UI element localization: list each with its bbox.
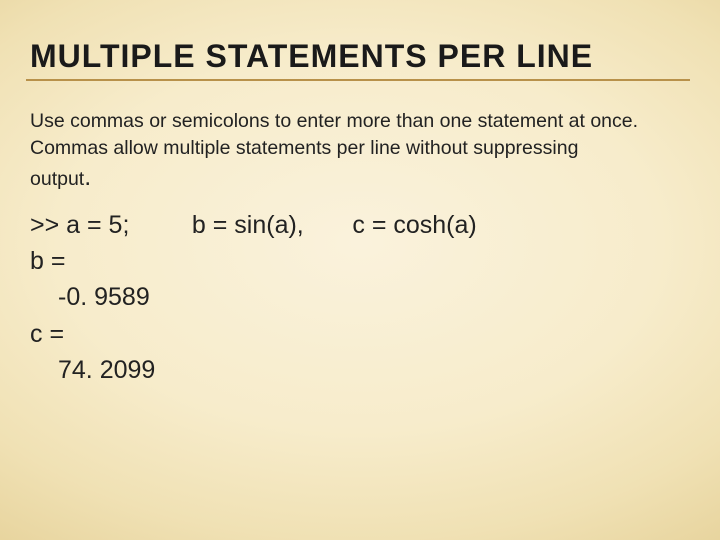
code-line-5: 74. 2099 (30, 352, 690, 388)
code-line-3: -0. 9589 (30, 279, 690, 315)
body-paragraph-2a: Commas allow multiple statements per lin… (30, 137, 578, 159)
body-paragraph-1: Use commas or semicolons to enter more t… (30, 109, 690, 134)
code-block: >> a = 5; b = sin(a), c = cosh(a) b = -0… (30, 207, 690, 388)
body-paragraph-2: Commas allow multiple statements per lin… (30, 136, 690, 193)
body-paragraph-2b: output (30, 168, 84, 190)
code-line-2: b = (30, 243, 690, 279)
code-line-4: c = (30, 316, 690, 352)
code-line-1: >> a = 5; b = sin(a), c = cosh(a) (30, 207, 690, 243)
slide: MULTIPLE STATEMENTS PER LINE Use commas … (0, 0, 720, 540)
slide-title: MULTIPLE STATEMENTS PER LINE (26, 38, 690, 81)
body-paragraph-2c: . (84, 163, 91, 191)
